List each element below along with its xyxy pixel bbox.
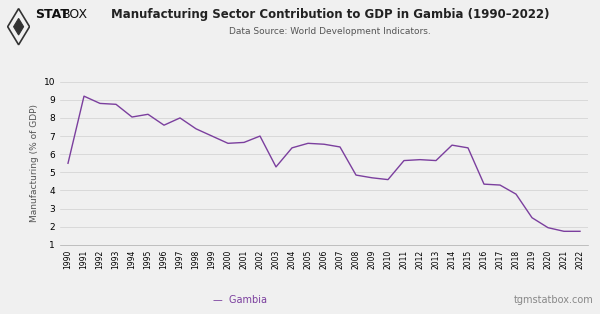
Polygon shape <box>14 19 23 35</box>
Text: Manufacturing Sector Contribution to GDP in Gambia (1990–2022): Manufacturing Sector Contribution to GDP… <box>111 8 549 21</box>
Text: Data Source: World Development Indicators.: Data Source: World Development Indicator… <box>229 27 431 36</box>
Text: BOX: BOX <box>62 8 88 21</box>
Text: STAT: STAT <box>35 8 68 21</box>
Text: —  Gambia: — Gambia <box>213 295 267 305</box>
Y-axis label: Manufacturing (% of GDP): Manufacturing (% of GDP) <box>31 104 40 222</box>
Text: tgmstatbox.com: tgmstatbox.com <box>514 295 594 305</box>
